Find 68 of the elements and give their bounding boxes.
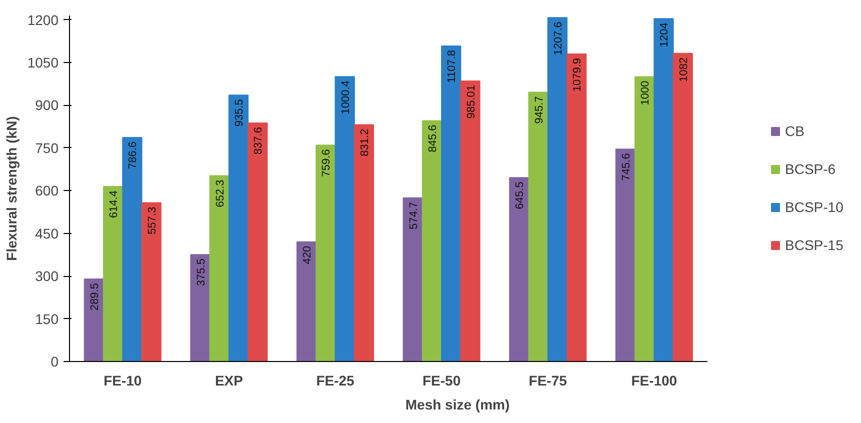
x-tick-label: FE-100: [631, 372, 678, 388]
data-label: 786.6: [127, 141, 140, 170]
x-tick-label: FE-50: [422, 372, 461, 388]
y-tick-label: 450: [35, 225, 59, 242]
data-label: 745.6: [620, 153, 632, 181]
bar: [402, 197, 423, 362]
data-label: 557.3: [146, 206, 158, 234]
data-label: 1107.8: [446, 50, 458, 83]
x-tick-label: FE-75: [528, 372, 568, 388]
data-label: 289.5: [88, 283, 101, 311]
data-label: 759.6: [320, 149, 333, 177]
bar: [228, 94, 249, 362]
bar: [509, 177, 530, 362]
y-tick-label: 1050: [27, 54, 59, 70]
legend-label: BCSP-15: [785, 237, 844, 253]
x-tick-label: FE-25: [316, 372, 355, 388]
legend-label: CB: [785, 123, 806, 139]
data-label: 645.5: [514, 182, 526, 210]
data-label: 935.5: [234, 99, 246, 127]
bar: [248, 122, 268, 362]
x-axis-title: Mesh size (mm): [405, 396, 510, 412]
data-label: 837.6: [252, 126, 265, 154]
data-label: 1082: [678, 57, 690, 82]
data-label: 831.2: [358, 128, 371, 156]
bar: [122, 136, 142, 362]
bar: [547, 17, 568, 362]
bar: [334, 76, 355, 362]
bar: [190, 254, 210, 362]
y-tick-label: 0: [50, 354, 59, 370]
data-label: 845.6: [426, 124, 439, 152]
data-label: 945.7: [533, 96, 546, 124]
data-label: 574.7: [408, 202, 420, 230]
data-label: 652.3: [214, 180, 226, 208]
bar: [141, 202, 162, 362]
y-tick-label: 750: [35, 140, 59, 156]
bar: [422, 120, 442, 362]
y-tick-label: 1200: [27, 12, 59, 28]
bar: [209, 175, 230, 362]
bar: [460, 80, 480, 362]
y-tick-label: 600: [35, 182, 59, 199]
data-label: 420: [302, 246, 314, 264]
bar: [441, 46, 462, 362]
y-tick-label: 900: [35, 97, 59, 114]
y-tick-label: 300: [35, 268, 59, 284]
data-label: 614.4: [108, 190, 120, 218]
data-label: 1000.4: [340, 80, 352, 114]
x-tick-label: EXP: [214, 372, 243, 388]
bar: [103, 186, 124, 362]
bar: [316, 144, 336, 362]
bar: [615, 148, 636, 362]
bar: [654, 18, 674, 362]
bar: [634, 76, 655, 362]
bar: [354, 124, 374, 362]
data-label: 1207.6: [552, 22, 564, 56]
legend-label: BCSP-10: [785, 199, 844, 215]
bar: [672, 52, 693, 362]
bar: [528, 92, 548, 362]
bar: [296, 241, 317, 362]
legend-label: BCSP-6: [785, 161, 837, 177]
data-label: 985.01: [465, 84, 478, 119]
x-tick-label: FE-10: [104, 372, 142, 388]
data-label: 1000: [640, 80, 652, 106]
bar: [566, 53, 587, 362]
data-label: 1204: [658, 22, 671, 48]
data-label: 375.5: [195, 258, 208, 286]
data-label: 1079.9: [572, 58, 584, 92]
y-tick-label: 150: [35, 310, 59, 327]
y-axis-title: Flexural strength (kN): [3, 116, 20, 261]
